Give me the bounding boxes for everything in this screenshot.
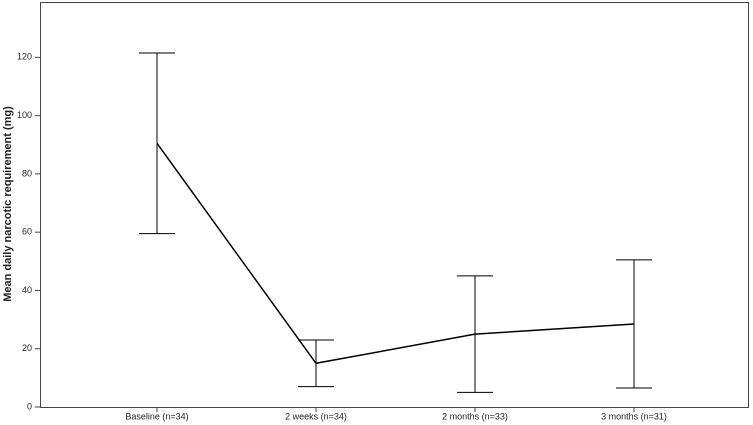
y-tick-label: 100 xyxy=(17,110,32,120)
y-axis-label: Mean daily narcotic requirement (mg) xyxy=(2,106,14,302)
x-tick-label: 2 weeks (n=34) xyxy=(285,411,347,421)
plot-frame xyxy=(40,2,749,408)
series-line xyxy=(156,142,635,365)
y-tick-label: 80 xyxy=(22,168,32,178)
y-tick-label: 0 xyxy=(27,401,32,411)
x-tick-label: 3 months (n=31) xyxy=(601,411,667,421)
x-tick-label: Baseline (n=34) xyxy=(125,411,188,421)
y-tick-label: 40 xyxy=(22,285,32,295)
y-tick-label: 60 xyxy=(22,227,32,237)
y-tick-label: 20 xyxy=(22,343,32,353)
y-tick-label: 120 xyxy=(17,52,32,62)
x-tick-label: 2 months (n=33) xyxy=(442,411,508,421)
